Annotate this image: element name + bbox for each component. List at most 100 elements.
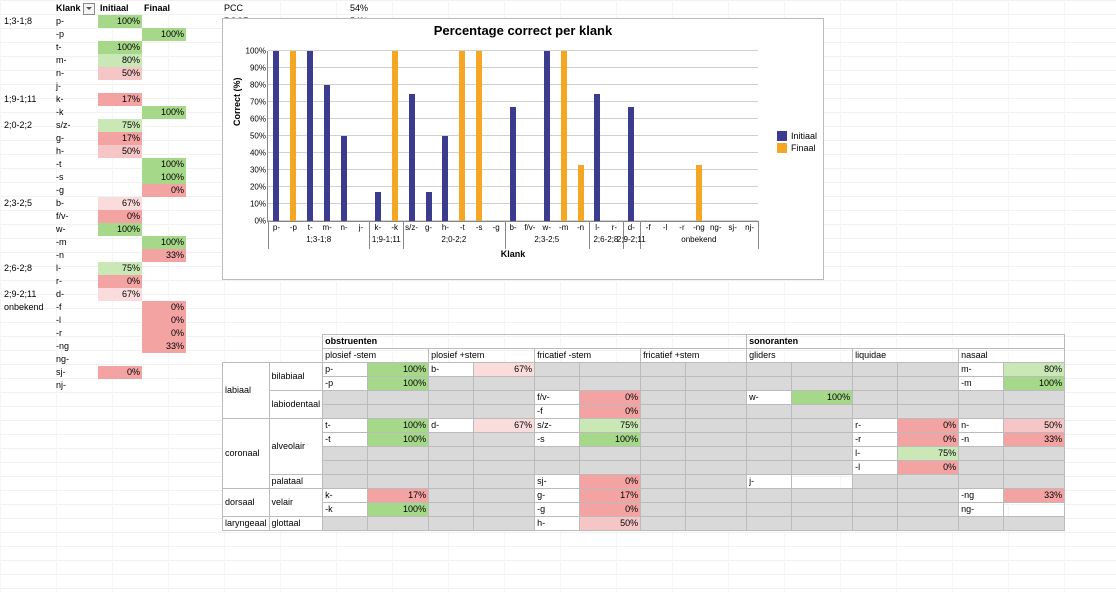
chart-x-tick-label: w-	[543, 223, 551, 232]
chart-y-tick-label: 30%	[250, 166, 268, 175]
chart-group-separator	[369, 221, 370, 249]
bt-klank-cell: -t	[323, 433, 368, 447]
bt-klank-cell	[959, 517, 1004, 531]
age-cell: 1;9-1;11	[2, 93, 54, 106]
bt-pct-cell	[686, 461, 747, 475]
chart-bar	[594, 94, 600, 222]
age-cell: onbekend	[2, 301, 54, 314]
bt-klank-cell	[641, 377, 686, 391]
bt-pct-cell	[898, 363, 959, 377]
chart-x-tick-label: -k	[391, 223, 398, 232]
table-row: onbekend-f0%	[2, 301, 186, 314]
chart-y-tick-label: 80%	[250, 81, 268, 90]
pct-cell: 100%	[98, 223, 142, 236]
chart-bar	[273, 51, 279, 221]
klank-filter-dropdown[interactable]	[83, 3, 95, 15]
table-row: h-50%	[2, 145, 186, 158]
legend-initiaal: Initiaal	[777, 131, 817, 141]
chart-x-tick-label: -l	[663, 223, 667, 232]
bt-pct-cell	[898, 489, 959, 503]
bt-row: -k100%-g0%ng-	[223, 503, 1065, 517]
pct-cell: 100%	[142, 106, 186, 119]
bt-klank-cell	[323, 475, 368, 489]
klank-cell: n-	[54, 67, 98, 80]
bt-klank-cell: d-	[429, 419, 474, 433]
bt-pct-cell	[1004, 405, 1065, 419]
pct-cell: 0%	[98, 210, 142, 223]
table-row: -p100%	[2, 28, 186, 41]
bt-klank-cell: m-	[959, 363, 1004, 377]
table-row: j-	[2, 80, 186, 93]
klank-cell: -k	[54, 106, 98, 119]
table-row: 2;3-2;5b-67%	[2, 197, 186, 210]
klank-header[interactable]: Klank	[54, 2, 98, 15]
bt-pct-cell	[686, 363, 747, 377]
bt-pct-cell	[792, 489, 853, 503]
klank-cell: k-	[54, 93, 98, 106]
pct-cell: 33%	[142, 249, 186, 262]
klank-cell: -r	[54, 327, 98, 340]
klank-cell: r-	[54, 275, 98, 288]
chart-gridline	[268, 67, 758, 68]
bt-klank-cell	[323, 447, 368, 461]
bt-pct-cell	[792, 433, 853, 447]
age-header	[2, 2, 54, 15]
klank-cell: p-	[54, 15, 98, 28]
table-row: -g 0%	[2, 184, 186, 197]
bt-pct-cell	[474, 391, 535, 405]
age-cell	[2, 340, 54, 353]
legend-finaal: Finaal	[777, 143, 817, 153]
bt-pct-cell	[686, 405, 747, 419]
bt-pct-cell	[898, 377, 959, 391]
bt-pct-cell	[474, 503, 535, 517]
bt-klank-cell: f/v-	[535, 391, 580, 405]
bt-header-obstruenten: obstruenten	[323, 335, 747, 349]
bt-header-sonoranten: sonoranten	[747, 335, 1065, 349]
bt-pct-cell	[686, 377, 747, 391]
pct-cell: 0%	[142, 184, 186, 197]
bt-klank-cell	[535, 377, 580, 391]
bt-klank-cell	[429, 447, 474, 461]
klank-cell: sj-	[54, 366, 98, 379]
bt-pct-cell	[1004, 503, 1065, 517]
bt-klank-cell	[323, 517, 368, 531]
left-table-region: KlankInitiaalFinaal1;3-1;8p-100%-p100%t-…	[2, 2, 186, 392]
table-row: nj-	[2, 379, 186, 392]
klank-cell: -p	[54, 28, 98, 41]
bt-klank-cell	[641, 433, 686, 447]
bt-sub-label: labiodentaal	[269, 391, 323, 419]
table-row: g-17%	[2, 132, 186, 145]
bt-sub-label: velair	[269, 489, 323, 517]
bt-klank-cell: p-	[323, 363, 368, 377]
klank-cell: h-	[54, 145, 98, 158]
bt-row: -l0%	[223, 461, 1065, 475]
bt-subheader: fricatief -stem	[535, 349, 641, 363]
bt-pct-cell: 100%	[368, 433, 429, 447]
metric-label: PCC	[222, 2, 286, 15]
legend-label-finaal: Finaal	[791, 143, 816, 153]
chart-x-tick-label: g-	[425, 223, 432, 232]
bt-klank-cell: r-	[853, 419, 898, 433]
bt-place-label: laryngeaal	[223, 517, 270, 531]
chart-group-label: 2;0-2;2	[441, 235, 466, 244]
bt-row: labiodentaalf/v-0%w-100%	[223, 391, 1065, 405]
pct-cell: 100%	[98, 15, 142, 28]
table-row: -l0%	[2, 314, 186, 327]
bt-klank-cell: w-	[747, 391, 792, 405]
chart-y-tick-label: 90%	[250, 64, 268, 73]
bt-pct-cell	[580, 377, 641, 391]
chart-group-label: 1;9-1;11	[372, 235, 401, 244]
bt-subheader: plosief -stem	[323, 349, 429, 363]
bt-pct-cell	[474, 489, 535, 503]
pct-cell	[98, 171, 142, 184]
bt-pct-cell	[1004, 517, 1065, 531]
klank-cell: -g	[54, 184, 98, 197]
bt-sub-label: glottaal	[269, 517, 323, 531]
age-cell	[2, 158, 54, 171]
chart-x-tick-label: nj-	[745, 223, 754, 232]
bt-pct-cell: 33%	[1004, 433, 1065, 447]
chart-y-tick-label: 0%	[254, 217, 268, 226]
chart-y-tick-label: 20%	[250, 183, 268, 192]
bt-klank-cell	[853, 517, 898, 531]
bt-klank-cell	[747, 503, 792, 517]
